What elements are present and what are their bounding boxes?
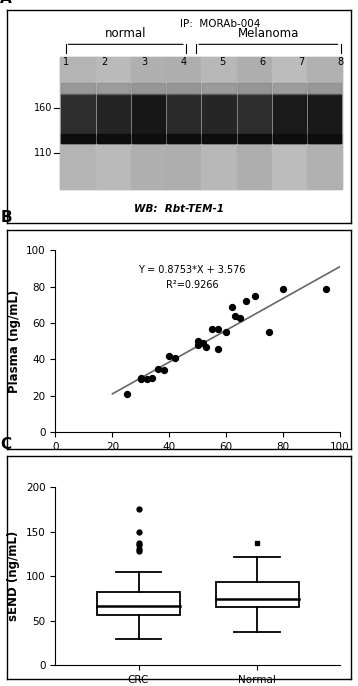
Point bbox=[124, 388, 130, 399]
Point bbox=[149, 372, 155, 383]
Bar bbox=[202, 94, 236, 143]
Bar bbox=[62, 134, 95, 143]
Text: C: C bbox=[0, 437, 11, 451]
Bar bbox=[62, 84, 95, 94]
Bar bbox=[216, 582, 299, 608]
Bar bbox=[273, 134, 306, 143]
Text: A: A bbox=[0, 0, 12, 6]
Text: 1: 1 bbox=[63, 57, 69, 67]
Point bbox=[223, 327, 229, 338]
Bar bbox=[202, 84, 236, 94]
Point bbox=[172, 352, 178, 363]
Text: 3: 3 bbox=[141, 57, 147, 67]
Point bbox=[243, 296, 249, 307]
Text: 160: 160 bbox=[33, 103, 52, 113]
Bar bbox=[96, 57, 131, 189]
Point bbox=[161, 365, 166, 376]
Point bbox=[209, 323, 215, 334]
Point bbox=[280, 283, 286, 294]
Point bbox=[138, 372, 144, 383]
Bar bbox=[308, 84, 341, 94]
Bar bbox=[131, 57, 166, 189]
Bar bbox=[237, 57, 272, 189]
Text: Y = 0.8753*X + 3.576: Y = 0.8753*X + 3.576 bbox=[138, 265, 246, 275]
Point bbox=[144, 374, 149, 385]
Point bbox=[155, 363, 161, 374]
Bar bbox=[132, 84, 165, 94]
Text: R²=0.9266: R²=0.9266 bbox=[166, 280, 218, 290]
X-axis label: Serum (ng/mL): Serum (ng/mL) bbox=[149, 458, 247, 471]
Bar bbox=[166, 57, 201, 189]
Bar bbox=[132, 94, 165, 143]
Text: 4: 4 bbox=[180, 57, 187, 67]
Bar bbox=[61, 57, 96, 189]
Bar bbox=[238, 134, 271, 143]
Bar bbox=[167, 84, 200, 94]
Text: 6: 6 bbox=[259, 57, 265, 67]
Text: 110: 110 bbox=[33, 147, 52, 158]
Text: 2: 2 bbox=[102, 57, 108, 67]
Point bbox=[323, 283, 329, 294]
Text: Melanoma: Melanoma bbox=[238, 27, 299, 40]
Text: 5: 5 bbox=[219, 57, 226, 67]
Bar bbox=[62, 94, 95, 143]
Point bbox=[203, 341, 209, 352]
Text: 8: 8 bbox=[338, 57, 344, 67]
Point bbox=[252, 290, 258, 301]
Point bbox=[229, 301, 235, 312]
Point bbox=[238, 312, 243, 323]
Point bbox=[215, 343, 221, 354]
Bar bbox=[97, 84, 130, 94]
Point bbox=[195, 340, 201, 351]
Bar bbox=[61, 57, 342, 189]
Bar bbox=[132, 134, 165, 143]
Point bbox=[232, 310, 238, 321]
Bar bbox=[272, 57, 307, 189]
Bar bbox=[97, 94, 130, 143]
Point bbox=[166, 351, 172, 362]
Bar bbox=[167, 94, 200, 143]
Bar bbox=[202, 134, 236, 143]
Bar bbox=[308, 94, 341, 143]
Bar bbox=[273, 94, 306, 143]
Point bbox=[215, 323, 221, 334]
Text: 7: 7 bbox=[298, 57, 304, 67]
Bar bbox=[97, 592, 180, 615]
Bar bbox=[167, 134, 200, 143]
Text: WB:  Rbt-TEM-1: WB: Rbt-TEM-1 bbox=[134, 204, 224, 215]
Text: IP:  MORAb-004: IP: MORAb-004 bbox=[180, 19, 260, 29]
Point bbox=[200, 338, 206, 348]
Point bbox=[266, 327, 272, 338]
Y-axis label: Plasma (ng/mL): Plasma (ng/mL) bbox=[8, 289, 21, 393]
Point bbox=[138, 374, 144, 385]
Bar bbox=[308, 134, 341, 143]
Bar bbox=[238, 84, 271, 94]
Text: normal: normal bbox=[105, 27, 146, 40]
Point bbox=[195, 335, 201, 346]
Bar bbox=[238, 94, 271, 143]
Bar bbox=[273, 84, 306, 94]
Text: B: B bbox=[0, 211, 12, 226]
Bar bbox=[307, 57, 342, 189]
Bar bbox=[201, 57, 237, 189]
Bar bbox=[97, 134, 130, 143]
Y-axis label: sEND (ng/mL): sEND (ng/mL) bbox=[8, 531, 20, 622]
